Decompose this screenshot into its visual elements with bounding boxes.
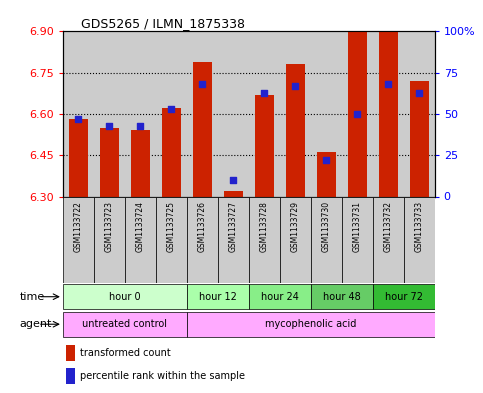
Bar — [156, 31, 187, 196]
Bar — [63, 196, 94, 283]
Bar — [224, 191, 242, 196]
Text: GDS5265 / ILMN_1875338: GDS5265 / ILMN_1875338 — [81, 17, 245, 30]
Bar — [342, 31, 373, 196]
Bar — [63, 285, 187, 309]
Point — [260, 89, 268, 95]
Bar — [404, 196, 435, 283]
Bar — [249, 285, 311, 309]
Text: hour 12: hour 12 — [199, 292, 237, 302]
Text: GSM1133723: GSM1133723 — [105, 201, 114, 252]
Text: hour 48: hour 48 — [323, 292, 361, 302]
Text: time: time — [19, 292, 44, 302]
Text: percentile rank within the sample: percentile rank within the sample — [80, 371, 245, 381]
Text: GSM1133732: GSM1133732 — [384, 201, 393, 252]
Bar — [218, 196, 249, 283]
Bar — [156, 196, 187, 283]
Text: GSM1133730: GSM1133730 — [322, 201, 331, 252]
Bar — [404, 31, 435, 196]
Point — [229, 177, 237, 183]
Point — [74, 116, 82, 122]
Point — [136, 122, 144, 129]
Text: GSM1133727: GSM1133727 — [229, 201, 238, 252]
Bar — [125, 196, 156, 283]
Text: GSM1133731: GSM1133731 — [353, 201, 362, 252]
Text: transformed count: transformed count — [80, 348, 170, 358]
Text: GSM1133733: GSM1133733 — [415, 201, 424, 252]
Point — [384, 81, 392, 87]
Bar — [187, 312, 435, 336]
Bar — [373, 31, 404, 196]
Bar — [342, 196, 373, 283]
Bar — [348, 31, 367, 196]
Point — [415, 89, 423, 95]
Text: hour 24: hour 24 — [261, 292, 298, 302]
Bar — [187, 285, 249, 309]
Bar — [249, 196, 280, 283]
Bar — [379, 29, 398, 196]
Bar — [373, 196, 404, 283]
Point — [199, 81, 206, 87]
Bar — [66, 367, 75, 384]
Bar — [218, 31, 249, 196]
Bar — [317, 152, 336, 196]
Bar — [131, 130, 150, 196]
Text: GSM1133729: GSM1133729 — [291, 201, 300, 252]
Text: untreated control: untreated control — [82, 319, 167, 329]
Bar — [94, 196, 125, 283]
Bar — [94, 31, 125, 196]
Point — [322, 157, 330, 163]
Point — [291, 83, 299, 89]
Text: mycophenolic acid: mycophenolic acid — [265, 319, 356, 329]
Bar — [410, 81, 428, 196]
Bar — [311, 196, 342, 283]
Bar — [286, 64, 304, 196]
Bar — [187, 196, 218, 283]
Text: agent: agent — [19, 319, 52, 329]
Bar — [249, 31, 280, 196]
Text: hour 0: hour 0 — [109, 292, 141, 302]
Bar — [125, 31, 156, 196]
Bar — [100, 128, 118, 196]
Text: GSM1133728: GSM1133728 — [260, 201, 269, 252]
Bar — [69, 119, 87, 196]
Bar — [280, 196, 311, 283]
Bar — [311, 285, 373, 309]
Point — [105, 122, 113, 129]
Text: GSM1133725: GSM1133725 — [167, 201, 176, 252]
Bar — [373, 285, 435, 309]
Text: GSM1133724: GSM1133724 — [136, 201, 145, 252]
Bar — [66, 345, 75, 361]
Text: GSM1133722: GSM1133722 — [74, 201, 83, 252]
Point — [168, 106, 175, 112]
Bar — [63, 312, 187, 336]
Bar — [63, 31, 94, 196]
Bar — [280, 31, 311, 196]
Bar — [162, 108, 181, 196]
Text: hour 72: hour 72 — [384, 292, 423, 302]
Bar — [187, 31, 218, 196]
Point — [354, 111, 361, 117]
Bar — [255, 95, 273, 196]
Bar — [193, 62, 212, 196]
Bar — [311, 31, 342, 196]
Text: GSM1133726: GSM1133726 — [198, 201, 207, 252]
